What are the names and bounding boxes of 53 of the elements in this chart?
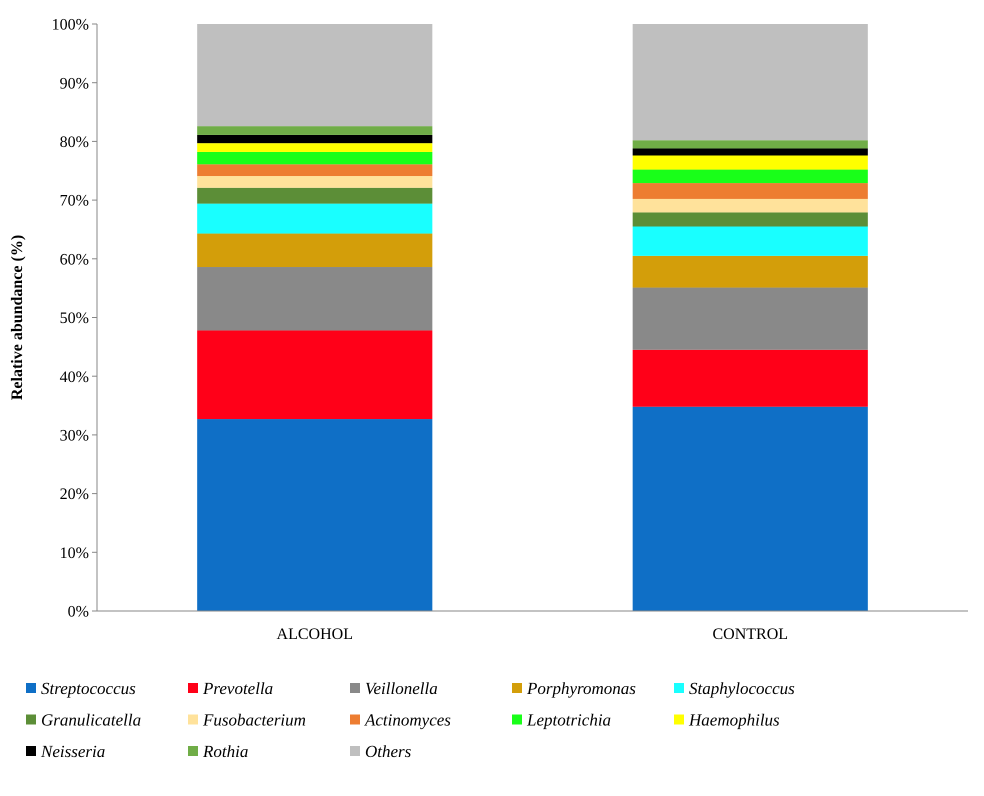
legend-label: Haemophilus xyxy=(688,710,780,730)
bar xyxy=(197,234,432,268)
bar xyxy=(197,330,432,420)
bar xyxy=(197,267,432,330)
y-tick-label: 20% xyxy=(60,486,89,504)
y-tick-label: 80% xyxy=(60,134,89,151)
y-tick-label: 40% xyxy=(60,368,89,386)
x-tick-label: CONTROL xyxy=(712,626,788,643)
y-tick-label: 0% xyxy=(68,604,89,621)
legend-label: Veillonella xyxy=(365,678,438,698)
bar xyxy=(197,152,432,164)
y-tick-label: 100% xyxy=(52,16,89,34)
y-tick-label: 90% xyxy=(60,75,89,92)
y-tick-label: 10% xyxy=(60,544,89,562)
bar xyxy=(197,419,432,611)
bar xyxy=(632,155,868,170)
bar xyxy=(632,24,868,140)
legend-label: Rothia xyxy=(202,742,248,761)
legend-label: Others xyxy=(365,742,412,761)
bar xyxy=(197,176,432,188)
bar xyxy=(197,188,432,204)
bar xyxy=(632,406,868,611)
bar xyxy=(197,143,432,152)
y-tick-label: 30% xyxy=(60,428,89,444)
bar xyxy=(632,212,868,227)
bar xyxy=(197,204,432,234)
bar xyxy=(632,198,868,212)
bar xyxy=(197,164,432,176)
legend-label: Granulicatella xyxy=(41,710,142,730)
bar xyxy=(632,140,868,148)
y-tick-label: 70% xyxy=(60,192,89,210)
bar xyxy=(632,256,868,288)
legend-label: Streptococcus xyxy=(41,678,136,698)
bar xyxy=(197,126,432,135)
bar xyxy=(632,226,868,256)
legend-label: Leptotrichia xyxy=(526,710,612,730)
x-tick-label: ALCOHOL xyxy=(276,626,353,643)
bar xyxy=(632,288,868,350)
bar xyxy=(197,134,432,144)
y-tick-label: 50% xyxy=(60,310,89,328)
y-axis-title: Relative abundance (%) xyxy=(9,234,26,400)
bar xyxy=(632,350,868,407)
legend-label: Prevotella xyxy=(202,678,274,698)
bar xyxy=(632,183,868,199)
bar xyxy=(197,24,432,126)
bar xyxy=(632,148,868,156)
legend-label: Porphyromonas xyxy=(526,678,636,698)
legend-label: Staphylococcus xyxy=(689,678,796,698)
legend-label: Neisseria xyxy=(40,742,106,761)
legend-label: Fusobacterium xyxy=(202,710,306,730)
legend-label: Actinomyces xyxy=(364,710,452,730)
y-tick-label: 60% xyxy=(60,251,89,268)
bar xyxy=(632,170,868,184)
